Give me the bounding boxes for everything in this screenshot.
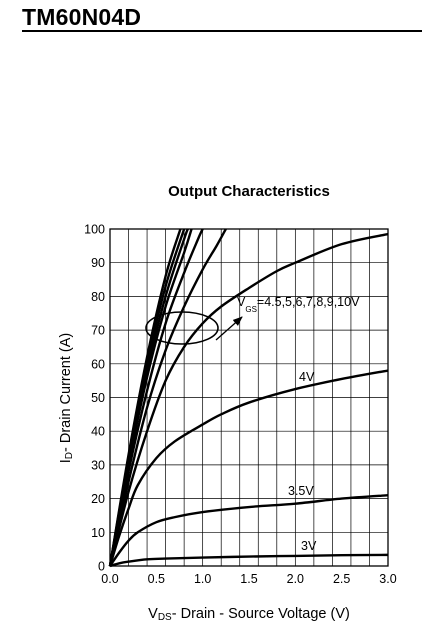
- y-axis-label-main: I: [58, 459, 74, 463]
- vgs-arrow: [215, 316, 243, 341]
- series-line-vgs-10v: [108, 228, 182, 567]
- vgs-label-text: =4.5,5,6,7,8,9,10V: [257, 295, 360, 309]
- x-axis-label-sub: DS: [158, 612, 172, 623]
- y-tick-label: 90: [91, 256, 105, 270]
- plot-frame: [109, 228, 389, 567]
- series-line-vgs-5v: [108, 228, 227, 567]
- series-line-vgs-6v: [108, 228, 204, 567]
- series-line-vgs-3v: [109, 553, 389, 568]
- y-axis-label: ID- Drain Current (A): [58, 333, 75, 464]
- curves: [108, 228, 389, 568]
- x-tick-label: 2.0: [287, 572, 304, 586]
- y-tick-label: 40: [91, 425, 105, 439]
- y-tick-label: 30: [91, 458, 105, 472]
- y-tick-label: 50: [91, 391, 105, 405]
- series-line-vgs-3-5v: [109, 494, 389, 567]
- part-number: TM60N04D: [22, 4, 142, 30]
- vgs-label-prefix: V: [237, 295, 246, 309]
- x-tick-label: 1.0: [194, 572, 211, 586]
- x-tick-label: 2.5: [333, 572, 350, 586]
- x-tick-label: 0.0: [101, 572, 118, 586]
- curve-label-3-5v: 3.5V: [288, 484, 314, 498]
- y-tick-labels: 0 10 20 30 40 50 60 70 80 90 100: [84, 223, 105, 574]
- vgs-group-ellipse: [145, 311, 219, 345]
- x-axis-label-main: V: [148, 606, 158, 622]
- grid: [110, 229, 388, 566]
- y-tick-label: 10: [91, 526, 105, 540]
- series-line-vgs-4v: [108, 369, 389, 567]
- vgs-label-sub: GS: [245, 305, 257, 314]
- x-tick-label: 3.0: [379, 572, 396, 586]
- chart-title: Output Characteristics: [168, 183, 330, 200]
- y-axis-label-rest: - Drain Current (A): [58, 333, 74, 452]
- y-tick-label: 60: [91, 357, 105, 371]
- y-tick-label: 80: [91, 290, 105, 304]
- y-tick-label: 0: [98, 560, 105, 574]
- y-axis-label-sub: D: [64, 452, 75, 459]
- x-axis-label-rest: - Drain - Source Voltage (V): [172, 606, 350, 622]
- series-line-vgs-4-5v: [108, 232, 389, 567]
- x-tick-label: 1.5: [240, 572, 257, 586]
- vgs-label: VGS=4.5,5,6,7,8,9,10V: [237, 295, 360, 314]
- x-axis-label: VDS- Drain - Source Voltage (V): [148, 606, 350, 623]
- title-rule: [22, 30, 422, 32]
- y-tick-label: 70: [91, 324, 105, 338]
- y-tick-label: 100: [84, 223, 105, 237]
- x-tick-labels: 0.0 0.5 1.0 1.5 2.0 2.5 3.0: [101, 572, 396, 586]
- curve-label-3v: 3V: [301, 539, 317, 553]
- x-tick-label: 0.5: [148, 572, 165, 586]
- curve-label-4v: 4V: [299, 370, 315, 384]
- y-tick-label: 20: [91, 492, 105, 506]
